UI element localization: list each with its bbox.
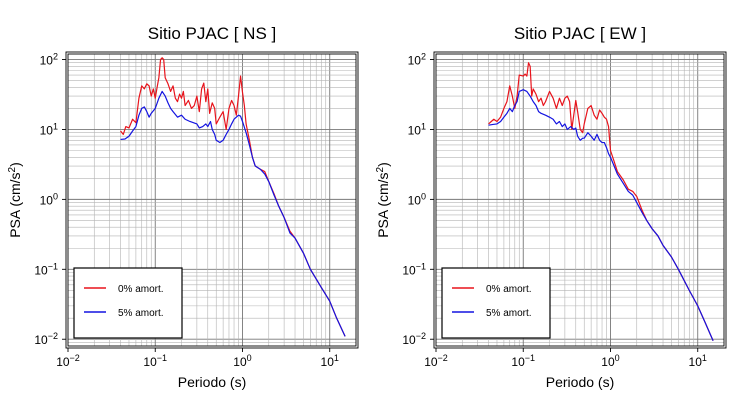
- series-line-undamped: [120, 57, 346, 337]
- series-line-damped: [120, 90, 346, 337]
- y-tick-label: 100: [40, 191, 58, 207]
- y-axis-label: PSA (cm/s2): [375, 162, 391, 238]
- x-axis-label: Periodo (s): [178, 374, 246, 390]
- x-tick-label: 10−1: [511, 353, 535, 369]
- legend-entry: 0% amort.: [118, 284, 164, 295]
- x-tick-label: 10−2: [424, 353, 448, 369]
- x-tick-label: 100: [601, 353, 619, 369]
- plot-frame: [435, 53, 725, 347]
- y-tick-label: 102: [408, 52, 426, 68]
- y-tick-label: 101: [408, 121, 426, 137]
- y-tick-label: 10−1: [34, 261, 58, 277]
- legend: 0% amort. 5% amort.: [73, 267, 183, 339]
- y-tick-label: 10−2: [402, 331, 426, 347]
- plot-frame: [67, 53, 357, 347]
- legend-entry: 0% amort.: [486, 284, 532, 295]
- chart-title: Sitio PJAC [ EW ]: [514, 24, 646, 43]
- plot-frame-outer: [65, 51, 359, 349]
- y-tick-label: 10−1: [402, 261, 426, 277]
- y-tick-label: 102: [40, 52, 58, 68]
- plot-frame-outer: [433, 51, 727, 349]
- x-tick-label: 10−1: [143, 353, 167, 369]
- x-axis-label: Periodo (s): [546, 374, 614, 390]
- y-tick-label: 100: [408, 191, 426, 207]
- y-tick-label: 10−2: [34, 331, 58, 347]
- series-line-undamped: [488, 62, 714, 342]
- x-tick-label: 101: [689, 353, 707, 369]
- y-tick-label: 101: [40, 121, 58, 137]
- legend-box: [441, 267, 551, 339]
- legend-entry: 5% amort.: [118, 308, 164, 319]
- chart-panel-2: 10−2 10−1 100 101 10−2 10−1 100 101 102 Sitio PJA…: [375, 24, 727, 390]
- legend: 0% amort. 5% amort.: [441, 267, 551, 339]
- x-tick-label: 10−2: [56, 353, 80, 369]
- chart-title: Sitio PJAC [ NS ]: [148, 24, 276, 43]
- legend-entry: 5% amort.: [486, 308, 532, 319]
- x-tick-label: 101: [321, 353, 339, 369]
- series-line-damped: [488, 89, 714, 342]
- legend-box: [73, 267, 183, 339]
- chart-panel-1: 10−2 10−1 100 101 10−2 10−1 100 101 102 Sitio PJA…: [7, 24, 359, 390]
- x-tick-label: 100: [233, 353, 251, 369]
- y-axis-label: PSA (cm/s2): [7, 162, 23, 238]
